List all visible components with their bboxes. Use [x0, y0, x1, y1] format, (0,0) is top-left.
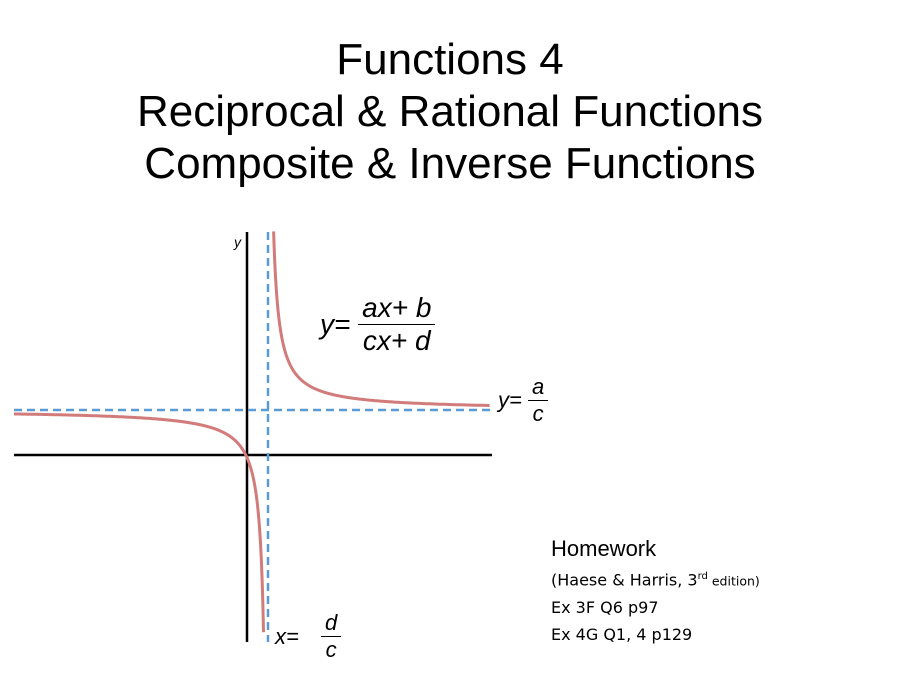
equation-fraction: ax+ b cx+ d	[358, 292, 436, 357]
equation-denominator: cx+ d	[362, 325, 431, 356]
h-asymptote-denominator: c	[532, 401, 544, 426]
vertical-asymptote-label: x= d c	[275, 610, 342, 663]
equation-numerator: ax+ b	[358, 292, 436, 325]
homework-source: (Haese & Harris, 3rd edition)	[551, 563, 760, 594]
h-asymptote-fraction: a c	[527, 374, 549, 427]
title-line-1: Functions 4	[336, 35, 564, 84]
h-asymptote-numerator: a	[527, 374, 549, 401]
source-sup: rd	[697, 571, 708, 582]
v-asymptote-denominator: c	[325, 637, 337, 662]
equation-lhs: y=	[320, 308, 351, 340]
v-asymptote-lhs: x=	[275, 623, 299, 649]
v-asymptote-numerator: d	[320, 610, 342, 637]
homework-line-1: Ex 3F Q6 p97	[551, 598, 659, 618]
v-asymptote-fraction: d c	[320, 610, 342, 663]
homework-heading: Homework	[551, 536, 657, 561]
equation: y= ax+ b cx+ d	[320, 292, 436, 357]
y-axis-label: y	[234, 234, 241, 250]
title-line-3: Composite & Inverse Functions	[144, 139, 756, 188]
h-asymptote-lhs: y=	[498, 387, 522, 413]
slide-title: Functions 4 Reciprocal & Rational Functi…	[0, 34, 900, 190]
homework-line-2: Ex 4G Q1, 4 p129	[551, 625, 693, 645]
source-edition: edition)	[707, 573, 760, 589]
curve-right-branch	[272, 231, 490, 407]
homework-block: Homework (Haese & Harris, 3rd edition) E…	[551, 535, 760, 648]
source-text: (Haese & Harris, 3	[551, 570, 698, 590]
horizontal-asymptote-label: y= a c	[498, 374, 549, 427]
curve-left-branch	[14, 412, 265, 633]
title-line-2: Reciprocal & Rational Functions	[136, 87, 764, 136]
